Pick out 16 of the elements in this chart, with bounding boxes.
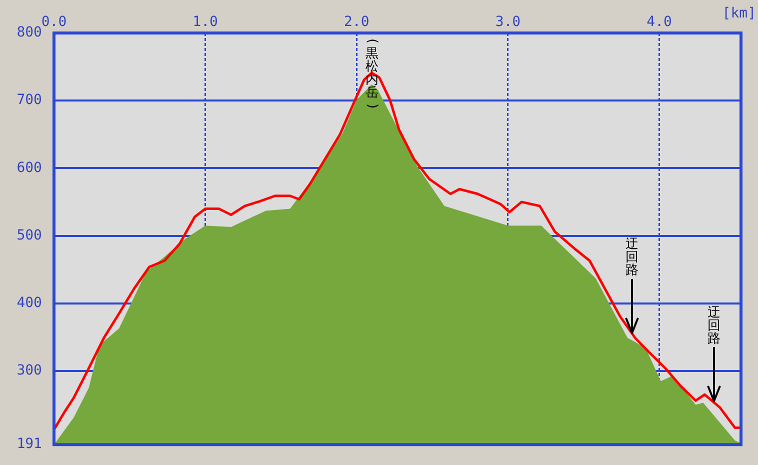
x-tick-label: 4.0 [646, 14, 672, 30]
annotation: (黒松内岳) [364, 38, 380, 109]
x-axis-title: [km] [722, 6, 756, 22]
y-tick-label: 700 [16, 92, 42, 108]
y-tick-label: 500 [16, 227, 42, 244]
y-tick-label: 800 [16, 24, 42, 41]
annotation: 迂回路 [707, 305, 720, 346]
y-tick-label: 300 [16, 362, 42, 379]
y-tick-label: 600 [16, 160, 42, 176]
x-tick-label: 2.0 [344, 14, 370, 30]
x-tick-label: 0.0 [41, 14, 67, 30]
x-tick-label: 1.0 [192, 14, 218, 30]
annotation: 迂回路 [626, 237, 639, 278]
y-tick-label: 400 [16, 294, 42, 311]
x-tick-label: 3.0 [495, 14, 521, 30]
y-tick-label: 191 [16, 436, 42, 452]
